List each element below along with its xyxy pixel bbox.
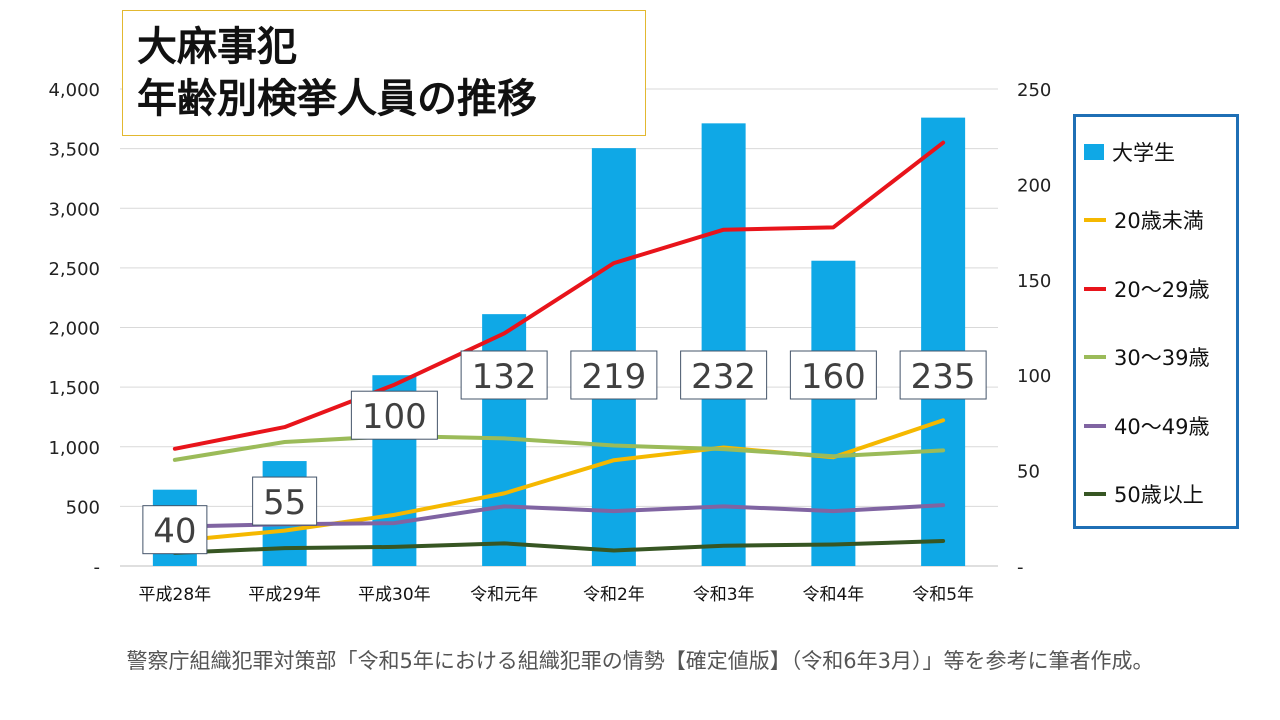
category-label: 平成29年 — [248, 585, 321, 605]
data-label-box — [680, 350, 768, 400]
data-label-text: 132 — [472, 357, 537, 397]
category-label: 令和5年 — [912, 585, 974, 605]
data-label-text: 55 — [263, 483, 306, 523]
legend-label: 50歳以上 — [1114, 483, 1204, 507]
legend-item-40s: 40～49歳 — [1084, 411, 1209, 441]
legend-swatch — [1084, 144, 1104, 160]
data-label-box — [142, 505, 208, 555]
legend-swatch — [1084, 355, 1106, 359]
chart-title-line-2: 年齢別検挙人員の推移 — [137, 76, 537, 122]
bar-data-label: 132 — [460, 350, 548, 400]
right-tick-label: 200 — [1017, 175, 1051, 196]
legend-label: 40～49歳 — [1114, 415, 1210, 439]
left-tick-label: 1,500 — [48, 378, 100, 399]
legend-label: 30～39歳 — [1114, 346, 1210, 370]
category-label: 令和3年 — [693, 585, 755, 605]
data-label-box — [350, 390, 438, 440]
data-label-text: 232 — [691, 357, 756, 397]
data-label-box — [252, 476, 318, 526]
data-label-box — [789, 350, 877, 400]
left-tick-label: 2,500 — [48, 259, 100, 280]
data-labels-group: 40 55 100 132 219 232 160 235 — [142, 350, 987, 555]
category-label: 令和4年 — [802, 585, 864, 605]
legend-item-under-20: 20歳未満 — [1084, 205, 1204, 235]
data-label-text: 40 — [153, 512, 196, 552]
legend-item-university: 大学生 — [1084, 137, 1175, 167]
bar-data-label: 160 — [789, 350, 877, 400]
right-tick-label: 100 — [1017, 366, 1051, 387]
legend: 大学生 20歳未満 20～29歳 30～39歳 40～49歳 50歳以上 — [1073, 114, 1239, 529]
data-label-text: 235 — [911, 357, 976, 397]
source-note: 警察庁組織犯罪対策部「令和5年における組織犯罪の情勢【確定値版】（令和6年3月）… — [126, 649, 1154, 673]
line-series-group — [172, 140, 946, 555]
data-label-text: 100 — [362, 397, 427, 437]
right-tick-label: 250 — [1017, 80, 1051, 101]
data-label-text: 219 — [581, 357, 646, 397]
line-series — [172, 538, 946, 555]
left-tick-label: 500 — [66, 497, 100, 518]
legend-label: 20～29歳 — [1114, 278, 1210, 302]
legend-item-50-plus: 50歳以上 — [1084, 479, 1204, 509]
axes-group: - 500 1,000 1,500 2,000 2,500 3,000 3,500 4,000 -… — [48, 80, 1051, 605]
left-tick-label: 3,500 — [48, 140, 100, 161]
data-label-box — [570, 350, 658, 400]
legend-item-20s: 20～29歳 — [1084, 274, 1209, 304]
left-tick-label: - — [94, 557, 101, 578]
legend-swatch — [1084, 218, 1106, 222]
legend-swatch — [1084, 287, 1106, 291]
legend-item-30s: 30～39歳 — [1084, 342, 1209, 372]
bar — [811, 260, 856, 566]
category-label: 平成28年 — [139, 585, 212, 605]
legend-swatch — [1084, 492, 1106, 496]
bar-data-label: 55 — [252, 476, 318, 526]
legend-label: 大学生 — [1112, 141, 1175, 165]
category-label: 平成30年 — [358, 585, 431, 605]
bar-data-label: 100 — [350, 390, 438, 440]
data-label-box — [899, 350, 987, 400]
bar-data-label: 232 — [680, 350, 768, 400]
bar — [921, 117, 966, 567]
right-tick-label: 150 — [1017, 271, 1051, 292]
right-tick-label: 50 — [1017, 462, 1040, 483]
data-label-text: 160 — [801, 357, 866, 397]
left-tick-label: 3,000 — [48, 199, 100, 220]
chart-title-box: 大麻事犯 年齢別検挙人員の推移 — [122, 10, 646, 136]
bar-data-label: 40 — [142, 505, 208, 555]
category-label: 令和2年 — [583, 585, 645, 605]
grid-lines — [120, 88, 998, 567]
legend-swatch — [1084, 424, 1106, 428]
chart-title-line-1: 大麻事犯 — [137, 24, 297, 70]
left-tick-label: 4,000 — [48, 80, 100, 101]
category-label: 令和元年 — [470, 585, 538, 605]
legend-label: 20歳未満 — [1114, 209, 1204, 233]
left-tick-label: 1,000 — [48, 438, 100, 459]
bar-data-label: 219 — [570, 350, 658, 400]
data-label-box — [460, 350, 548, 400]
line-series — [172, 434, 946, 462]
left-tick-label: 2,000 — [48, 319, 100, 340]
line-series — [172, 140, 946, 451]
bar-data-label: 235 — [899, 350, 987, 400]
right-tick-label: - — [1017, 557, 1024, 578]
bar — [701, 123, 746, 567]
